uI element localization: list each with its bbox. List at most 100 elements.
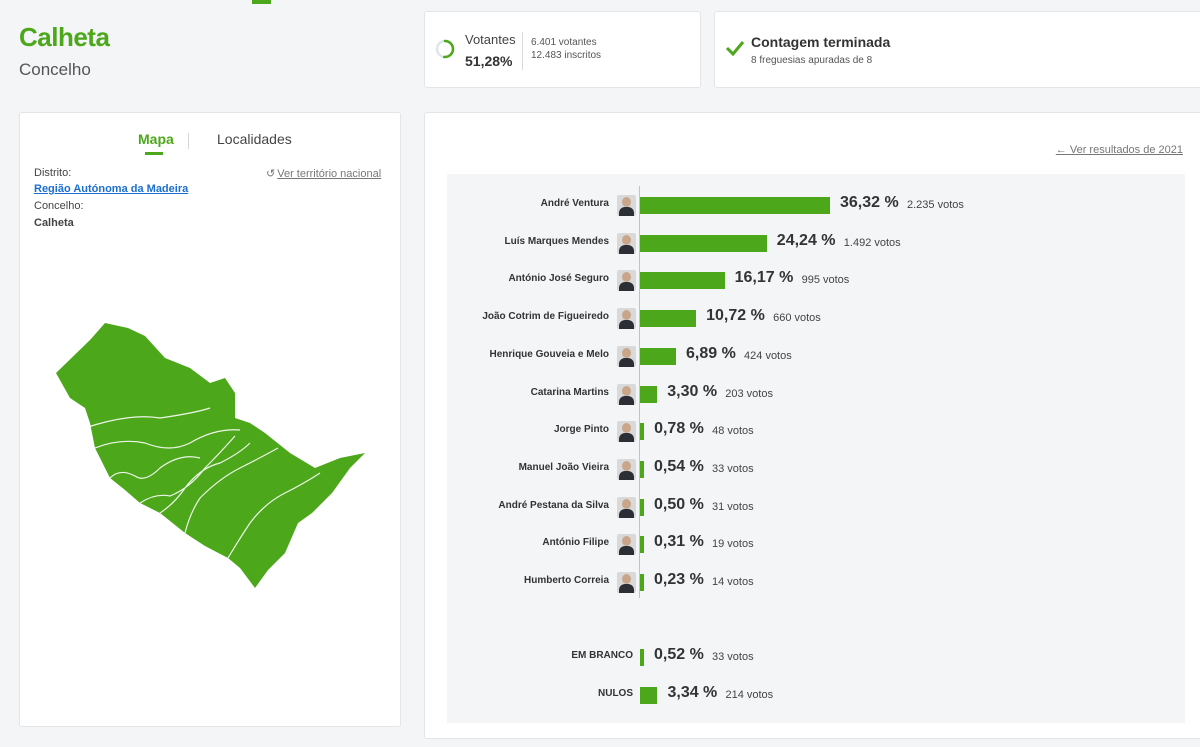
candidate-votes: 19 votos <box>712 538 754 551</box>
distrito-label: Distrito: <box>34 167 72 179</box>
candidate-percent: 16,17 % <box>734 269 794 287</box>
votantes-percent: 51,28% <box>465 53 513 69</box>
candidate-percent: 24,24 % <box>776 231 836 249</box>
tab-localidades[interactable]: Localidades <box>217 131 292 147</box>
candidate-name: Henrique Gouveia e Melo <box>489 348 609 360</box>
candidate-name: André Ventura <box>540 198 609 209</box>
check-icon <box>725 41 745 57</box>
candidate-row: Manuel João Vieira 0,54 % 33 votos <box>447 458 1185 480</box>
other-bar <box>640 649 644 666</box>
candidate-bar <box>640 272 725 290</box>
other-name: EM BRANCO <box>571 650 633 661</box>
votantes-card: Votantes 51,28% 6.401 votantes 12.483 in… <box>424 11 701 88</box>
candidate-bar <box>640 498 644 516</box>
other-bar <box>640 687 658 704</box>
candidate-bar <box>640 460 644 478</box>
candidate-bar <box>640 234 767 252</box>
calheta-map[interactable] <box>50 318 370 598</box>
candidate-name: Jorge Pinto <box>553 424 609 436</box>
top-accent-bar <box>252 0 271 4</box>
candidate-percent: 6,89 % <box>686 344 736 362</box>
candidate-row: André Pestana da Silva 0,50 % 31 votos <box>447 496 1185 518</box>
candidate-votes: 995 votos <box>801 274 850 287</box>
candidate-votes: 31 votos <box>712 500 754 513</box>
candidate-name: Catarina Martins <box>530 386 609 398</box>
concelho-label: Concelho: <box>34 200 84 212</box>
votantes-label: Votantes <box>465 32 516 47</box>
reset-icon: ↺ <box>266 168 276 180</box>
candidate-name: Humberto Correia <box>523 575 609 586</box>
candidate-row: António José Seguro 16,17 % 995 votos <box>447 269 1185 292</box>
candidate-bar <box>640 423 645 441</box>
candidate-avatar <box>617 458 636 480</box>
ver-resultados-2021-link[interactable]: ← Ver resultados de 2021 <box>1056 144 1183 156</box>
ver-resultados-2021-label: Ver resultados de 2021 <box>1069 144 1183 156</box>
candidate-bar <box>640 310 697 328</box>
candidate-votes: 48 votos <box>712 425 754 438</box>
tab-mapa[interactable]: Mapa <box>138 131 174 147</box>
candidate-name: António José Seguro <box>508 273 609 285</box>
contagem-subtitle: 8 freguesias apuradas de 8 <box>751 55 873 66</box>
candidate-row: João Cotrim de Figueiredo 10,72 % 660 voto… <box>447 307 1185 330</box>
candidate-votes: 1.492 votos <box>843 236 901 249</box>
candidate-name: António Filipe <box>542 537 609 549</box>
candidate-avatar <box>617 496 636 518</box>
candidate-avatar <box>617 345 636 367</box>
contagem-card: Contagem terminada 8 freguesias apuradas… <box>714 11 1200 88</box>
candidate-percent: 10,72 % <box>706 307 765 325</box>
candidate-votes: 660 votos <box>773 312 821 325</box>
ver-territorio-nacional-label: Ver território nacional <box>277 168 382 180</box>
candidate-avatar <box>617 232 636 254</box>
candidate-name: João Cotrim de Figueiredo <box>482 311 609 323</box>
candidate-percent: 0,54 % <box>654 457 704 475</box>
candidate-avatar <box>617 308 636 330</box>
parish-boundaries <box>84 407 321 559</box>
map-panel: Mapa Localidades Distrito: Região Autóno… <box>19 112 401 727</box>
other-row: NULOS 3,34 % 214 votos <box>447 684 1185 706</box>
candidate-bar <box>640 536 644 554</box>
candidate-votes: 33 votos <box>712 462 754 475</box>
results-chart: André Ventura 36,32 % 2.235 votos Luís Marq… <box>447 174 1185 723</box>
candidate-percent: 0,23 % <box>654 571 704 588</box>
map-outline <box>56 323 365 588</box>
other-percent: 3,34 % <box>667 684 718 701</box>
concelho-value: Calheta <box>34 217 74 229</box>
candidate-avatar <box>617 195 636 216</box>
candidate-percent: 3,30 % <box>667 382 718 400</box>
other-row: EM BRANCO 0,52 % 33 votos <box>447 646 1185 668</box>
candidate-bar <box>640 197 830 214</box>
candidate-row: Humberto Correia 0,23 % 14 votos <box>447 571 1185 593</box>
candidate-row: Luís Marques Mendes 24,24 % 1.492 votos <box>447 232 1185 254</box>
candidate-bar <box>640 347 677 365</box>
candidate-votes: 2.235 votos <box>907 199 964 211</box>
active-tab-indicator <box>145 152 163 155</box>
arrow-left-icon: ← <box>1055 144 1067 156</box>
divider <box>522 32 523 70</box>
candidate-votes: 14 votos <box>712 576 754 588</box>
candidate-votes: 424 votos <box>744 349 792 362</box>
candidate-avatar <box>617 534 636 556</box>
candidate-avatar <box>617 572 636 593</box>
contagem-title: Contagem terminada <box>751 34 891 50</box>
other-percent: 0,52 % <box>654 646 704 663</box>
candidate-name: Manuel João Vieira <box>518 461 609 473</box>
other-votes: 33 votos <box>712 651 754 663</box>
candidate-name: Luís Marques Mendes <box>504 235 609 247</box>
page-title: Calheta <box>19 22 110 52</box>
candidate-percent: 0,31 % <box>654 533 704 551</box>
candidate-row: André Ventura 36,32 % 2.235 votos <box>447 194 1185 216</box>
candidate-bar <box>640 574 644 591</box>
chart-axis <box>639 186 640 598</box>
candidate-percent: 36,32 % <box>840 194 899 211</box>
votantes-counts: 6.401 votantes 12.483 inscritos <box>531 36 601 62</box>
results-panel: ← Ver resultados de 2021 André Ventura 36… <box>424 112 1200 739</box>
candidate-votes: 203 votos <box>725 387 773 400</box>
ver-territorio-nacional-link[interactable]: ↺ Ver território nacional <box>266 167 381 180</box>
tab-divider <box>188 133 189 149</box>
distrito-link[interactable]: Região Autónoma da Madeira <box>34 183 189 195</box>
candidate-row: António Filipe 0,31 % 19 votos <box>447 533 1185 556</box>
candidate-bar <box>640 385 658 403</box>
candidate-avatar <box>617 421 636 443</box>
votantes-count: 6.401 votantes <box>531 37 597 48</box>
candidate-percent: 0,78 % <box>654 420 704 438</box>
